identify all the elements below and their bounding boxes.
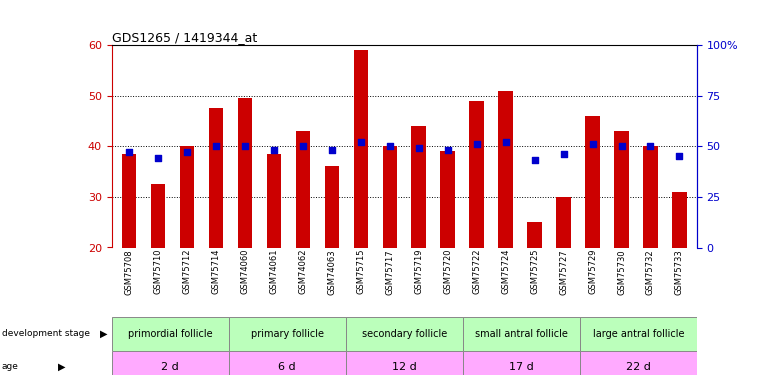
Bar xyxy=(353,50,368,248)
Bar xyxy=(498,90,513,248)
Point xyxy=(239,143,251,149)
Point xyxy=(557,152,570,157)
Bar xyxy=(179,146,194,248)
Text: GSM74060: GSM74060 xyxy=(240,249,249,294)
Text: 22 d: 22 d xyxy=(626,362,651,372)
Point xyxy=(413,145,425,151)
Text: GSM75730: GSM75730 xyxy=(617,249,626,294)
Point xyxy=(673,153,685,159)
Text: GSM75733: GSM75733 xyxy=(675,249,684,295)
Point xyxy=(152,155,164,161)
Bar xyxy=(112,351,229,375)
Text: development stage: development stage xyxy=(2,329,89,338)
Text: GDS1265 / 1419344_at: GDS1265 / 1419344_at xyxy=(112,31,257,44)
Text: small antral follicle: small antral follicle xyxy=(475,329,567,339)
Bar xyxy=(440,151,455,248)
Bar xyxy=(346,351,463,375)
Point xyxy=(470,141,483,147)
Bar xyxy=(614,131,629,248)
Point xyxy=(615,143,628,149)
Text: GSM74062: GSM74062 xyxy=(298,249,307,294)
Bar xyxy=(463,317,580,351)
Text: secondary follicle: secondary follicle xyxy=(362,329,447,339)
Text: GSM75725: GSM75725 xyxy=(530,249,539,294)
Bar xyxy=(580,317,697,351)
Bar xyxy=(112,317,229,351)
Text: 6 d: 6 d xyxy=(279,362,296,372)
Text: GSM74063: GSM74063 xyxy=(327,249,336,294)
Point xyxy=(296,143,309,149)
Bar xyxy=(383,146,397,248)
Text: 2 d: 2 d xyxy=(161,362,179,372)
Text: GSM75729: GSM75729 xyxy=(588,249,597,294)
Bar xyxy=(238,98,252,248)
Point xyxy=(441,147,454,153)
Text: large antral follicle: large antral follicle xyxy=(593,329,684,339)
Bar xyxy=(643,146,658,248)
Point xyxy=(644,143,657,149)
Text: GSM75719: GSM75719 xyxy=(414,249,424,294)
Text: primary follicle: primary follicle xyxy=(251,329,323,339)
Bar xyxy=(527,222,542,248)
Bar xyxy=(470,100,484,248)
Text: GSM74061: GSM74061 xyxy=(270,249,279,294)
Point xyxy=(209,143,222,149)
Point xyxy=(326,147,338,153)
Bar xyxy=(229,351,346,375)
Text: age: age xyxy=(2,362,18,371)
Bar xyxy=(122,154,136,248)
Point xyxy=(587,141,599,147)
Text: primordial follicle: primordial follicle xyxy=(128,329,213,339)
Text: GSM75715: GSM75715 xyxy=(357,249,365,294)
Bar xyxy=(557,197,571,248)
Point xyxy=(181,149,193,155)
Bar xyxy=(411,126,426,248)
Text: GSM75720: GSM75720 xyxy=(444,249,452,294)
Bar xyxy=(463,351,580,375)
Text: GSM75710: GSM75710 xyxy=(153,249,162,294)
Bar xyxy=(229,317,346,351)
Bar xyxy=(580,351,697,375)
Text: GSM75722: GSM75722 xyxy=(472,249,481,294)
Text: GSM75724: GSM75724 xyxy=(501,249,511,294)
Text: GSM75732: GSM75732 xyxy=(646,249,655,294)
Bar xyxy=(346,317,463,351)
Bar xyxy=(325,166,339,248)
Text: ▶: ▶ xyxy=(100,329,108,339)
Text: GSM75714: GSM75714 xyxy=(212,249,220,294)
Text: ▶: ▶ xyxy=(58,362,65,372)
Bar xyxy=(296,131,310,248)
Bar xyxy=(672,192,687,248)
Bar xyxy=(151,184,166,248)
Text: 17 d: 17 d xyxy=(509,362,534,372)
Bar xyxy=(266,154,281,248)
Text: GSM75717: GSM75717 xyxy=(385,249,394,294)
Text: 12 d: 12 d xyxy=(392,362,417,372)
Text: GSM75708: GSM75708 xyxy=(125,249,133,294)
Text: GSM75727: GSM75727 xyxy=(559,249,568,294)
Point xyxy=(383,143,396,149)
Text: GSM75712: GSM75712 xyxy=(182,249,192,294)
Bar xyxy=(209,108,223,248)
Bar xyxy=(585,116,600,248)
Point xyxy=(268,147,280,153)
Point xyxy=(123,149,136,155)
Point xyxy=(528,158,541,164)
Point xyxy=(500,139,512,145)
Point xyxy=(355,139,367,145)
